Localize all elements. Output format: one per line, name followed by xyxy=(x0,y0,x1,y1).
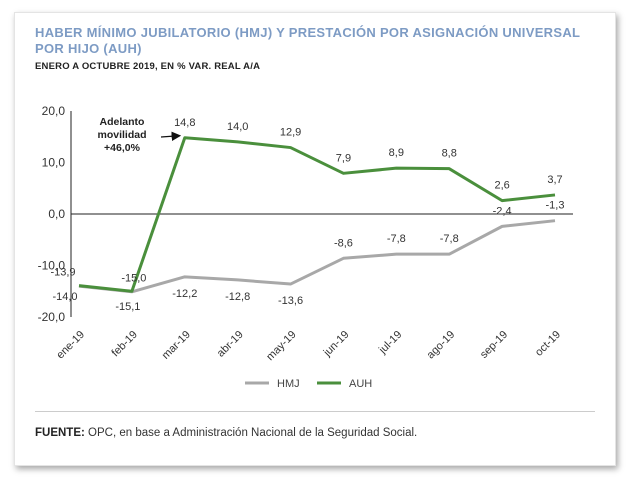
x-tick-label: ago-19 xyxy=(425,329,458,362)
legend-label-auh: AUH xyxy=(349,378,372,390)
x-tick-label: abr-19 xyxy=(215,329,246,360)
y-tick-label: -10,0 xyxy=(38,259,66,273)
data-label-hmj: -12,8 xyxy=(225,291,250,303)
y-tick-label: 10,0 xyxy=(42,156,66,170)
data-label-auh: 8,8 xyxy=(442,148,457,160)
x-tick-label: feb-19 xyxy=(109,329,140,360)
x-tick-label: sep-19 xyxy=(478,329,510,361)
x-tick-label: jul-19 xyxy=(376,329,404,357)
data-label-hmj: -7,8 xyxy=(440,233,459,245)
source-note: FUENTE: OPC, en base a Administración Na… xyxy=(35,427,417,439)
data-label-hmj: -1,3 xyxy=(546,200,565,212)
y-tick-label: -20,0 xyxy=(38,310,66,324)
annotation-text: +46,0% xyxy=(104,142,141,154)
annotation-text: movilidad xyxy=(97,129,146,141)
data-label-auh: 3,7 xyxy=(547,174,562,186)
y-tick-label: 20,0 xyxy=(42,104,66,118)
chart-title: HABER MÍNIMO JUBILATORIO (HMJ) Y PRESTAC… xyxy=(35,25,581,56)
annotation-arrow xyxy=(160,131,182,142)
x-tick-label: ene-19 xyxy=(54,329,87,362)
data-label-auh: 14,0 xyxy=(227,121,248,133)
chart-subtitle: ENERO A OCTUBRE 2019, EN % VAR. REAL A/A xyxy=(35,61,261,72)
series-line-hmj xyxy=(78,219,556,294)
data-label-auh: 2,6 xyxy=(494,180,509,192)
data-label-hmj: -15,1 xyxy=(115,301,140,313)
data-label-auh: 12,9 xyxy=(280,127,301,139)
data-label-hmj: -13,6 xyxy=(278,295,303,307)
legend-label-hmj: HMJ xyxy=(277,378,300,390)
data-label-auh: 8,9 xyxy=(389,147,404,159)
line-chart: 20,0 10,0 0,0 -10,0 -20,0 ene-19 feb-19 mar-19 a… xyxy=(38,104,573,390)
source-text: OPC, en base a Administración Nacional d… xyxy=(84,427,418,439)
data-label-hmj: -8,6 xyxy=(334,237,353,249)
x-tick-label: may-19 xyxy=(264,329,298,363)
source-label: FUENTE: xyxy=(35,427,85,439)
data-label-auh: -13,9 xyxy=(50,267,75,279)
data-label-auh: -15,0 xyxy=(121,272,146,284)
x-tick-label: mar-19 xyxy=(160,329,193,362)
data-label-hmj: -7,8 xyxy=(387,233,406,245)
x-tick-label: oct-19 xyxy=(533,329,563,359)
x-tick-label: jun-19 xyxy=(321,329,352,360)
footer-divider xyxy=(35,411,595,412)
data-label-hmj: -2,4 xyxy=(493,205,512,217)
data-label-auh: 7,9 xyxy=(336,152,351,164)
annotation-text: Adelanto xyxy=(100,116,145,128)
series-line-auh xyxy=(78,136,556,293)
data-label-auh: 14,8 xyxy=(174,117,195,129)
y-tick-label: 0,0 xyxy=(48,207,65,221)
data-label-hmj: -14,0 xyxy=(52,291,77,303)
data-label-hmj: -12,2 xyxy=(172,288,197,300)
chart-frame: HABER MÍNIMO JUBILATORIO (HMJ) Y PRESTAC… xyxy=(14,12,616,466)
